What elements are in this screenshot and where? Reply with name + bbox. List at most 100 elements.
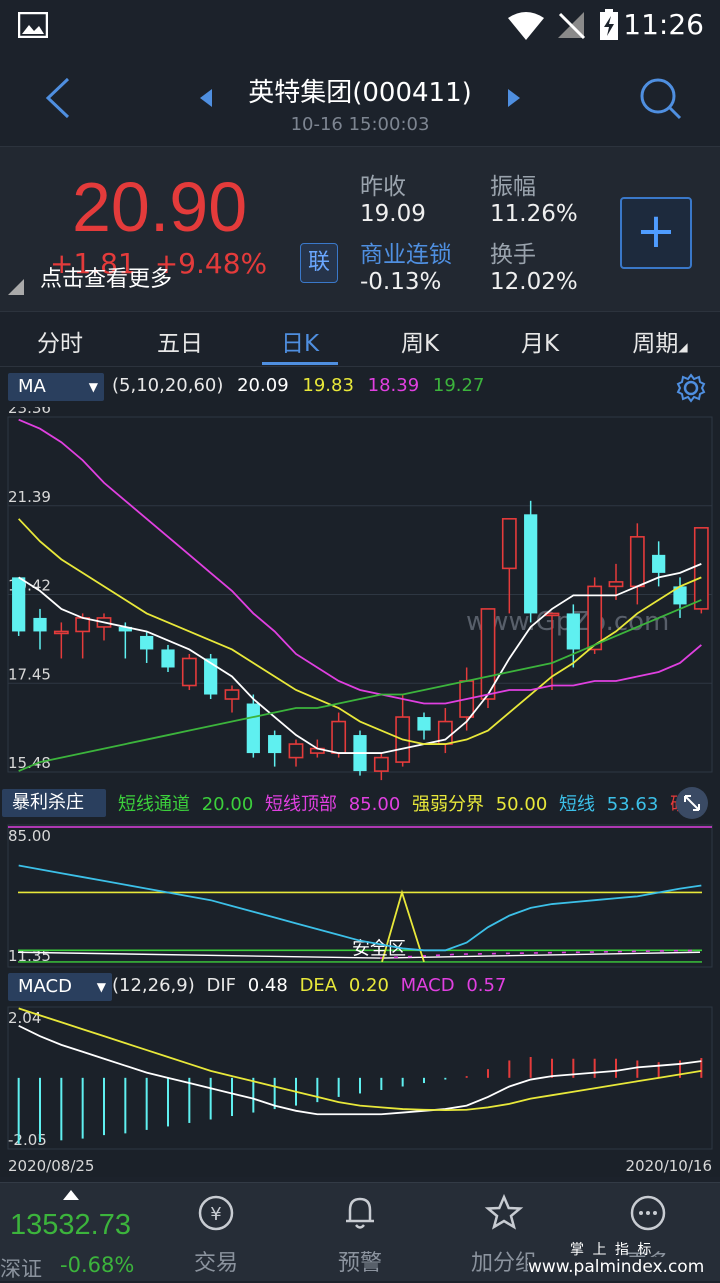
macd-line-dea <box>18 1007 702 1112</box>
prev-close-value: 19.09 <box>360 201 426 227</box>
candle-body <box>524 514 538 614</box>
macd-indicator-select[interactable]: MACD ▼ <box>8 973 112 1001</box>
candle-body <box>566 613 580 650</box>
clock: 11:26 <box>623 8 704 41</box>
y-tick-label: 17.45 <box>8 665 51 683</box>
indicator-badge-label: 暴利杀庄 <box>12 792 84 813</box>
dif-label: DIF <box>206 975 237 996</box>
nav-alert[interactable]: 预警 <box>337 1251 382 1276</box>
top-label: 短线顶部 <box>265 794 337 815</box>
index-change: -0.68% <box>60 1253 135 1277</box>
prev-stock-icon[interactable] <box>198 88 214 108</box>
lian-button[interactable]: 联 <box>300 243 338 283</box>
safe-zone-label: 安全区 <box>352 938 406 959</box>
chart-frame <box>7 1006 713 1150</box>
add-watchlist-button[interactable]: + <box>620 197 692 269</box>
chart-area: MA ▼ (5,10,20,60) 20.09 19.83 18.39 19.2… <box>0 367 720 1177</box>
index-value[interactable]: 13532.73 <box>10 1209 131 1241</box>
macd-value: 0.57 <box>466 975 507 996</box>
candle-body <box>417 717 431 731</box>
search-icon[interactable] <box>638 76 682 120</box>
candle-body <box>501 518 517 570</box>
ma5-value: 20.09 <box>237 375 289 396</box>
y-tick-label: 15.48 <box>8 754 51 772</box>
y-tick-label: 11.35 <box>8 947 51 965</box>
indicator-legend: 短线通道 20.00 短线顶部 85.00 强弱分界 50.00 短线 53.6… <box>118 790 706 816</box>
dif-value: 0.48 <box>247 975 288 996</box>
candle-body <box>181 657 197 687</box>
prev-close-label: 昨收 <box>360 174 406 200</box>
star-icon <box>454 1193 554 1237</box>
bottom-nav: 13532.73 深证 -0.68% ¥ 交易 预警 加分组 更多 掌 上 指 … <box>0 1182 720 1281</box>
nav-add-group[interactable]: 加分组 <box>470 1251 537 1276</box>
status-bar: 11:26 <box>0 0 720 50</box>
turnover-label: 换手 <box>490 242 536 268</box>
candle-body <box>53 630 69 635</box>
turnover-value: 12.02% <box>490 269 578 295</box>
signal-off-icon <box>558 12 586 40</box>
candle-body <box>587 585 603 651</box>
ma10-value: 19.83 <box>302 375 354 396</box>
macd-line-dif <box>18 1024 702 1116</box>
tab-intraday[interactable]: 分时 <box>37 331 83 357</box>
y-tick-label: 21.39 <box>8 488 51 506</box>
signal-spike <box>381 889 425 963</box>
y-tick-label: 23.36 <box>8 407 51 417</box>
divide-value: 50.00 <box>495 794 548 815</box>
date-start-label: 2020/08/25 <box>8 1157 94 1175</box>
back-icon[interactable] <box>42 76 72 120</box>
candle-body <box>118 626 132 632</box>
nav-trade[interactable]: 交易 <box>193 1251 238 1276</box>
dropdown-arrow-icon: ▼ <box>88 380 98 394</box>
image-icon <box>18 12 48 38</box>
amplitude-label: 振幅 <box>490 174 536 200</box>
candle-body <box>12 577 26 632</box>
change-percent: +9.48% <box>154 247 268 280</box>
bell-icon <box>310 1193 410 1237</box>
fullscreen-button[interactable] <box>676 787 708 819</box>
change-value: +1.81 <box>50 247 136 280</box>
channel-value: 20.00 <box>201 794 254 815</box>
expand-icon <box>684 795 700 811</box>
candle-body <box>33 617 47 632</box>
amplitude-value: 11.26% <box>490 201 578 227</box>
top-value: 85.00 <box>348 794 401 815</box>
index-name: 深证 <box>0 1257 42 1281</box>
tab-monthly-k[interactable]: 月K <box>520 331 560 357</box>
macd-params: (12,26,9) <box>112 975 195 996</box>
candle-body <box>373 756 389 772</box>
indicator-chart[interactable]: 85.00 11.35 安全区 <box>0 821 720 971</box>
ma-line-ma20 <box>18 418 702 705</box>
tab-period-arrow-icon: ◢ <box>678 340 688 354</box>
tab-weekly-k[interactable]: 周K <box>400 331 440 357</box>
wifi-icon <box>508 12 544 40</box>
divide-label: 强弱分界 <box>412 794 484 815</box>
indicator-select[interactable]: 暴利杀庄 <box>2 789 106 817</box>
candle-body <box>331 720 347 754</box>
dea-label: DEA <box>299 975 338 996</box>
tab-period[interactable]: 周期◢ <box>600 324 720 358</box>
short-value: 53.63 <box>606 794 659 815</box>
next-stock-icon[interactable] <box>506 88 522 108</box>
ma-indicator-select[interactable]: MA ▼ <box>8 373 104 401</box>
ma60-value: 19.27 <box>432 375 485 396</box>
more-icon <box>598 1193 698 1237</box>
collapse-up-icon[interactable] <box>62 1189 80 1201</box>
svg-text:¥: ¥ <box>210 1204 221 1225</box>
view-more-link[interactable]: 点击查看更多 <box>40 267 173 292</box>
candle-body <box>161 649 175 668</box>
candle-body <box>268 735 282 754</box>
gear-icon[interactable] <box>676 373 706 403</box>
candle-body <box>140 635 154 650</box>
sector-label[interactable]: 商业连锁 <box>360 242 452 268</box>
dropdown-arrow-icon: ▼ <box>96 980 106 994</box>
tab-daily-k[interactable]: 日K <box>280 331 320 357</box>
battery-charging-icon <box>600 9 618 40</box>
trade-icon: ¥ <box>166 1193 266 1237</box>
ma20-value: 18.39 <box>367 375 420 396</box>
tab-five-day[interactable]: 五日 <box>157 331 203 357</box>
tab-period-label: 周期 <box>632 331 679 357</box>
short-line <box>18 864 702 952</box>
